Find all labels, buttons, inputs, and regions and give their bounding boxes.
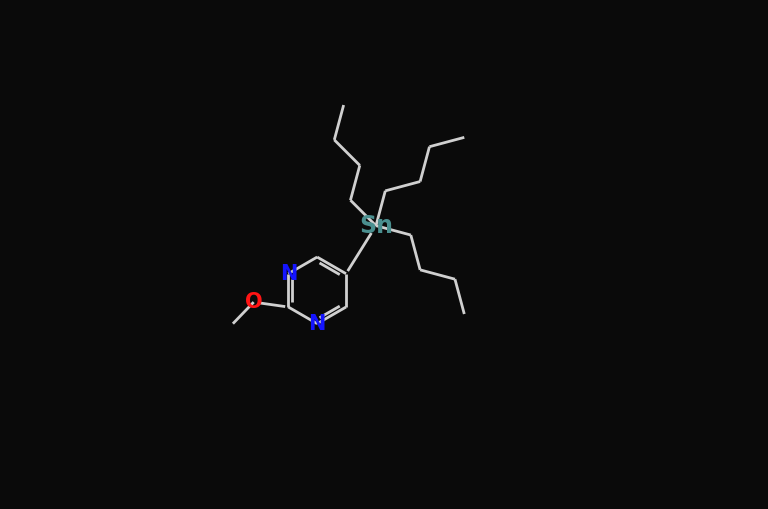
Text: Sn: Sn bbox=[359, 214, 393, 238]
Text: N: N bbox=[280, 264, 297, 284]
Text: O: O bbox=[245, 292, 263, 312]
Text: N: N bbox=[309, 314, 326, 334]
